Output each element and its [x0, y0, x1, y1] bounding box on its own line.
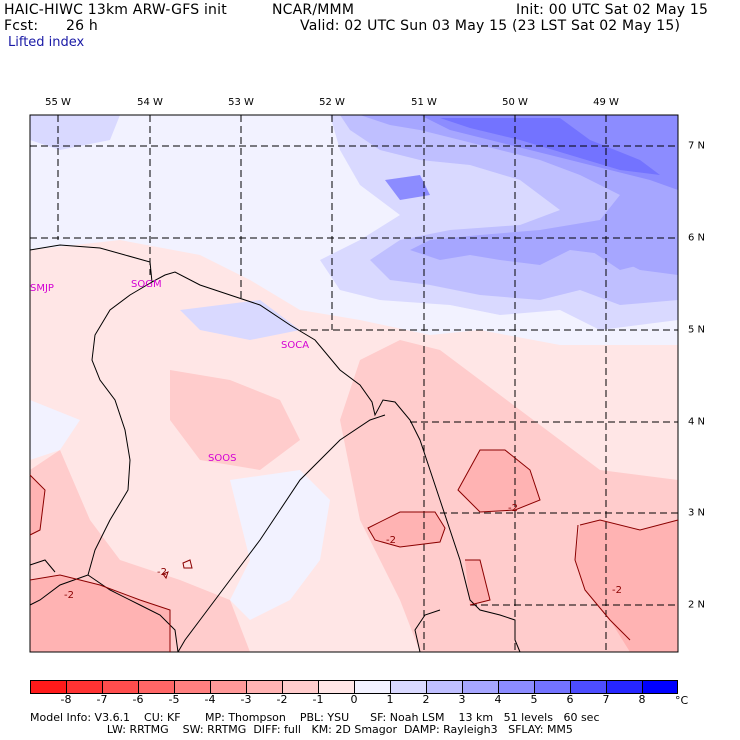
forecast-hours: 26 h	[66, 18, 98, 34]
colorbar-tick-label: 6	[566, 693, 574, 706]
field-name: Lifted index	[8, 35, 85, 50]
station-sogm: SOGM	[131, 279, 162, 290]
colorbar-unit: °C	[675, 694, 689, 707]
colorbar-swatch	[354, 680, 391, 694]
model-title: HAIC-HIWC 13km ARW-GFS init	[4, 2, 227, 18]
colorbar-tick-label: 4	[494, 693, 502, 706]
colorbar-tick-label: -7	[96, 693, 108, 706]
init-time: Init: 00 UTC Sat 02 May 15	[516, 2, 709, 18]
model-info-line2: LW: RRTMG SW: RRTMG DIFF: full KM: 2D Sm…	[30, 723, 573, 736]
station-smjp: SMJP	[30, 283, 54, 294]
colorbar-swatch	[642, 680, 678, 694]
station-soca: SOCA	[281, 340, 310, 351]
contour-label: -2	[386, 535, 396, 546]
colorbar-tick-label: -4	[204, 693, 216, 706]
colorbar-tick-label: -2	[276, 693, 288, 706]
lon-label-54w: 54 W	[137, 97, 163, 108]
colorbar-swatch	[426, 680, 463, 694]
contour-label: -2	[612, 585, 622, 596]
model-info-line1: Model Info: V3.6.1 CU: KF MP: Thompson P…	[30, 711, 600, 724]
map-fill	[30, 115, 678, 652]
colorbar-tick-label: 5	[530, 693, 538, 706]
colorbar-swatch	[534, 680, 571, 694]
contours	[29, 449, 679, 652]
colorbar-swatch	[282, 680, 319, 694]
colorbar-tick-label: 2	[422, 693, 430, 706]
colorbar-swatch	[462, 680, 499, 694]
colorbar-tick-label: 3	[458, 693, 466, 706]
lat-label-3n: 3 N	[688, 507, 706, 519]
colorbar-tick-label: 1	[386, 693, 394, 706]
colorbar-swatch	[498, 680, 535, 694]
lon-label-51w: 51 W	[411, 97, 437, 108]
contour-label: -2	[64, 590, 74, 601]
coastline	[29, 244, 521, 653]
colorbar-tick-label: -6	[132, 693, 144, 706]
colorbar-swatch	[210, 680, 247, 694]
forecast-label: Fcst:	[4, 18, 39, 34]
colorbar-tick-label: -5	[168, 693, 180, 706]
colorbar-tick-label: -1	[312, 693, 324, 706]
lat-label-5n: 5 N	[688, 324, 706, 336]
colorbar-swatch	[138, 680, 175, 694]
colorbar-tick-label: -3	[240, 693, 252, 706]
colorbar-swatch	[570, 680, 607, 694]
colorbar-swatch	[102, 680, 139, 694]
colorbar-tick-label: 7	[602, 693, 610, 706]
colorbar-swatch	[246, 680, 283, 694]
colorbar-tick-label: 0	[350, 693, 358, 706]
lat-label-6n: 6 N	[688, 232, 706, 244]
contour-label: -2	[157, 567, 167, 578]
lat-label-7n: 7 N	[688, 140, 706, 152]
organization: NCAR/MMM	[272, 2, 355, 18]
station-soos: SOOS	[208, 453, 237, 464]
colorbar-tick-label: 8	[638, 693, 646, 706]
contour-label: -2	[508, 503, 518, 514]
valid-time: Valid: 02 UTC Sun 03 May 15 (23 LST Sat …	[300, 18, 681, 34]
colorbar-swatch	[30, 680, 67, 694]
colorbar-swatch	[318, 680, 355, 694]
colorbar-swatch	[66, 680, 103, 694]
lat-label-4n: 4 N	[688, 416, 706, 428]
colorbar-swatch	[390, 680, 427, 694]
lon-label-53w: 53 W	[228, 97, 254, 108]
lat-label-2n: 2 N	[688, 599, 706, 611]
graticule	[30, 115, 678, 652]
colorbar-tick-label: -8	[60, 693, 72, 706]
lon-label-52w: 52 W	[319, 97, 345, 108]
colorbar-swatch	[606, 680, 643, 694]
map-frame	[29, 114, 679, 653]
lon-label-55w: 55 W	[45, 97, 71, 108]
lon-label-49w: 49 W	[593, 97, 619, 108]
colorbar-swatch	[174, 680, 211, 694]
lon-label-50w: 50 W	[502, 97, 528, 108]
